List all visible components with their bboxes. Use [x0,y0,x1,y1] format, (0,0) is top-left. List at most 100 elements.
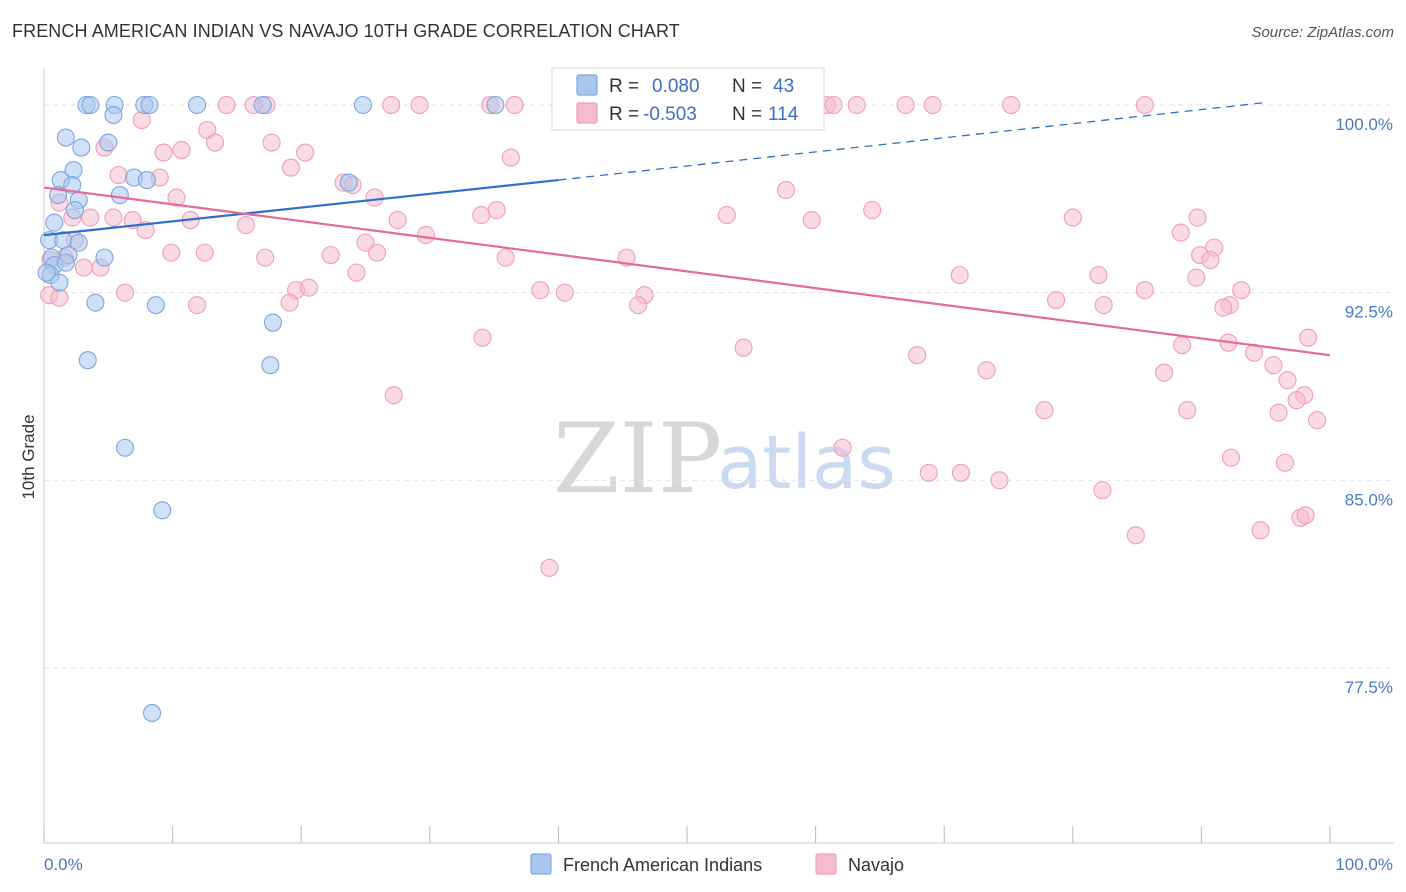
navajo-point-47 [1188,208,1207,227]
navajo-point-10 [824,95,843,115]
watermark-atlas: atlas [717,420,896,506]
navajo-point-114 [1296,506,1315,525]
navajo-point-88 [1173,336,1192,355]
navajo-point-80 [1232,281,1251,300]
navajo-point-61 [496,248,515,267]
french-american-indian-point-28 [95,248,114,267]
navajo-point-13 [923,95,942,115]
french-american-indian-trend-extension [558,101,1266,181]
legend-swatch-blue [576,74,598,96]
navajo-point-12 [896,95,915,115]
navajo-point-50 [1171,223,1190,242]
navajo-point-48 [136,221,155,240]
french-american-indian-point-7 [353,95,372,115]
navajo-point-102 [1035,401,1054,420]
navajo-point-112 [1093,481,1112,500]
navajo-point-90 [1245,343,1264,362]
legend-n-value-1: 43 [773,76,794,97]
french-american-indian-point-37 [115,438,135,457]
axes: 100.0% 92.5% 85.0% 77.5% 0.0% 100.0% [43,68,1394,874]
navajo-point-82 [280,293,299,312]
stats-legend: R = 0.080 N = 43 R = -0.503 N = 114 [551,67,825,131]
french-american-indian-point-40 [339,173,358,192]
legend-swatch-pink [576,102,598,124]
grid [44,104,1394,669]
legend-n-value-2: 114 [768,104,799,125]
navajo-point-101 [1287,391,1306,410]
x-tick-label-1: 100.0% [1335,855,1393,874]
navajo-point-0 [217,95,236,115]
navajo-point-81 [187,296,207,315]
navajo-point-25 [281,158,300,177]
french-american-indian-point-41 [37,263,56,282]
french-american-indian-point-5 [187,95,207,115]
french-american-indian-point-42 [56,253,75,272]
navajo-point-67 [347,263,366,282]
navajo-point-39 [236,216,255,235]
navajo-point-83 [629,296,648,315]
french-american-indian-point-8 [486,95,505,115]
french-american-indian-point-4 [140,95,159,115]
navajo-point-6 [505,95,524,115]
bottom-legend-swatch-blue [530,853,552,875]
trend-lines [43,101,1331,357]
navajo-point-49 [416,226,435,245]
navajo-point-115 [1251,521,1270,540]
french-american-indian-point-20 [110,186,129,205]
navajo-point-21 [172,141,191,160]
y-axis-title: 10th Grade [19,414,38,499]
navajo-point-36 [104,208,123,227]
navajo-point-108 [1275,453,1295,472]
navajo-point-52 [356,233,375,252]
chart-title: FRENCH AMERICAN INDIAN VS NAVAJO 10TH GR… [12,21,680,41]
french-american-indian-point-21 [65,201,84,220]
navajo-point-72 [50,288,69,307]
navajo-point-85 [1094,296,1113,315]
navajo-point-106 [833,438,852,457]
navajo-point-30 [776,181,796,200]
legend-r-label-1: R = [609,76,639,97]
navajo-point-117 [540,558,559,577]
navajo-point-59 [256,248,275,267]
navajo-point-54 [162,243,181,262]
navajo-point-104 [1269,403,1288,422]
navajo-point-95 [1264,356,1283,375]
navajo-point-111 [990,471,1009,490]
navajo-point-68 [950,266,969,285]
french-american-indian-point-22 [45,213,64,232]
navajo-point-99 [384,386,403,405]
navajo-point-109 [919,463,938,482]
navajo-point-60 [321,246,340,265]
navajo-point-103 [1178,401,1197,420]
navajo-point-40 [388,211,407,230]
navajo-point-64 [1201,251,1220,270]
watermark-zip: ZIP [553,403,722,515]
navajo-point-15 [1135,95,1154,115]
navajo-point-14 [1002,95,1021,115]
legend-r-value-1: 0.080 [652,76,700,97]
french-american-indian-point-25 [69,233,88,252]
french-american-indian-point-31 [50,273,69,292]
navajo-point-75 [299,278,318,297]
chart-source: Source: ZipAtlas.com [1251,24,1394,41]
bottom-legend-swatch-pink [815,853,837,875]
series-legend: French American Indians Navajo [530,853,904,875]
y-tick-label-2: 85.0% [1345,490,1393,509]
french-american-indian-trend-line [43,178,559,237]
navajo-point-26 [109,166,128,185]
navajo-point-31 [365,188,384,207]
french-american-indian-point-35 [78,351,97,370]
y-tick-label-0: 100.0% [1335,115,1393,134]
french-american-indian-points [37,95,505,722]
navajo-point-35 [81,208,100,227]
navajo-point-91 [1299,328,1318,347]
navajo-point-18 [205,133,225,152]
navajo-point-94 [977,361,996,380]
navajo-point-73 [115,283,135,302]
french-american-indian-point-36 [261,356,280,375]
bottom-legend-label-navajo: Navajo [848,855,904,875]
navajo-point-65 [74,258,93,277]
navajo-point-4 [410,95,429,115]
navajo-point-46 [1063,208,1082,227]
